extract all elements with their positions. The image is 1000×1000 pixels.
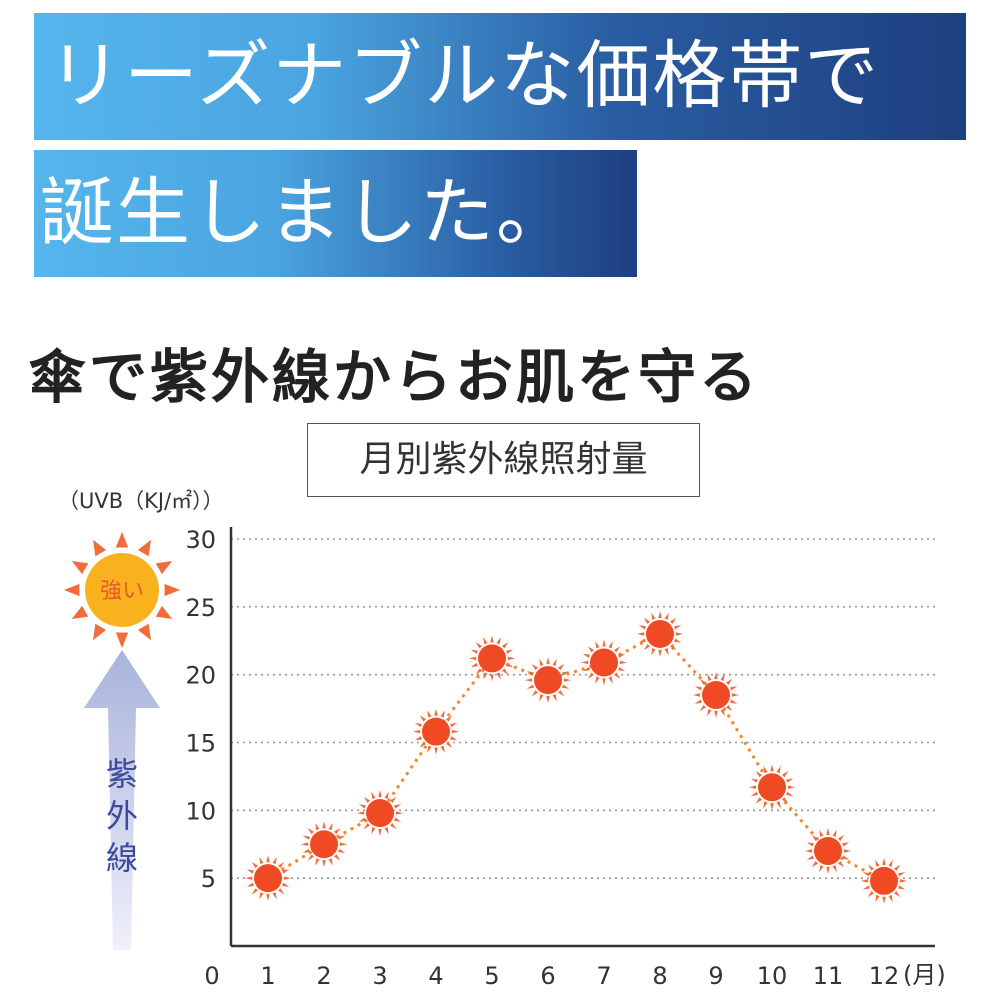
y-axis-label: （UVB（KJ/㎡）） [58, 489, 224, 513]
x-tick-label: 4 [428, 962, 443, 990]
x-tick-label: 5 [484, 962, 499, 990]
x-tick-label: 12 [869, 962, 900, 990]
data-point-marker [525, 657, 571, 704]
data-point-marker [469, 635, 515, 682]
banner-line-2: 誕生しました。 [34, 150, 637, 277]
x-tick-label: 11 [813, 962, 844, 990]
x-tick-label: 6 [540, 962, 555, 990]
data-point-marker [357, 790, 403, 837]
y-tick-label: 20 [185, 662, 216, 690]
series-line [267, 632, 885, 883]
data-point-marker [413, 708, 459, 755]
x-axis-unit-label: (月) [903, 961, 946, 989]
x-tick-label: 8 [652, 962, 667, 990]
data-markers [245, 610, 907, 904]
data-point-marker [693, 672, 739, 719]
uv-strength-indicator: 強い 紫外線 [64, 532, 180, 950]
x-tick-label: 10 [757, 962, 788, 990]
x-tick-label: 7 [596, 962, 611, 990]
banner-line-1: リーズナブルな価格帯で [34, 13, 966, 140]
data-point-marker [637, 610, 683, 657]
sun-icon [64, 532, 180, 648]
arrow-vertical-label: 紫外線 [106, 755, 138, 877]
data-point-marker [245, 855, 291, 902]
y-tick-label: 30 [185, 526, 216, 554]
data-point-marker [301, 821, 347, 868]
chart-title: 月別紫外線照射量 [307, 423, 700, 497]
x-tick-label: 2 [316, 962, 331, 990]
y-tick-label: 5 [201, 865, 216, 893]
arrow-up-icon [84, 650, 160, 950]
subtitle: 傘で紫外線からお肌を守る [28, 343, 761, 411]
x-tick-label: 9 [708, 962, 723, 990]
data-point-marker [861, 857, 907, 904]
y-tick-label: 15 [185, 730, 216, 758]
data-point-marker [805, 828, 851, 875]
y-tick-label: 25 [185, 594, 216, 622]
x-tick-labels: 1 2 3 4 5 6 7 8 9 10 11 12 [260, 962, 899, 990]
grid-lines [231, 538, 935, 879]
data-point-marker [749, 764, 795, 811]
sun-strength-label: 強い [100, 579, 144, 604]
axes [229, 527, 935, 948]
data-point-marker [581, 639, 627, 686]
y-tick-labels: 5 10 15 20 25 30 [185, 526, 216, 893]
x-tick-label: 1 [260, 962, 275, 990]
sun-rays [64, 532, 180, 648]
x-tick-label: 3 [372, 962, 387, 990]
y-tick-label: 10 [185, 797, 216, 825]
origin-label: 0 [204, 962, 219, 990]
